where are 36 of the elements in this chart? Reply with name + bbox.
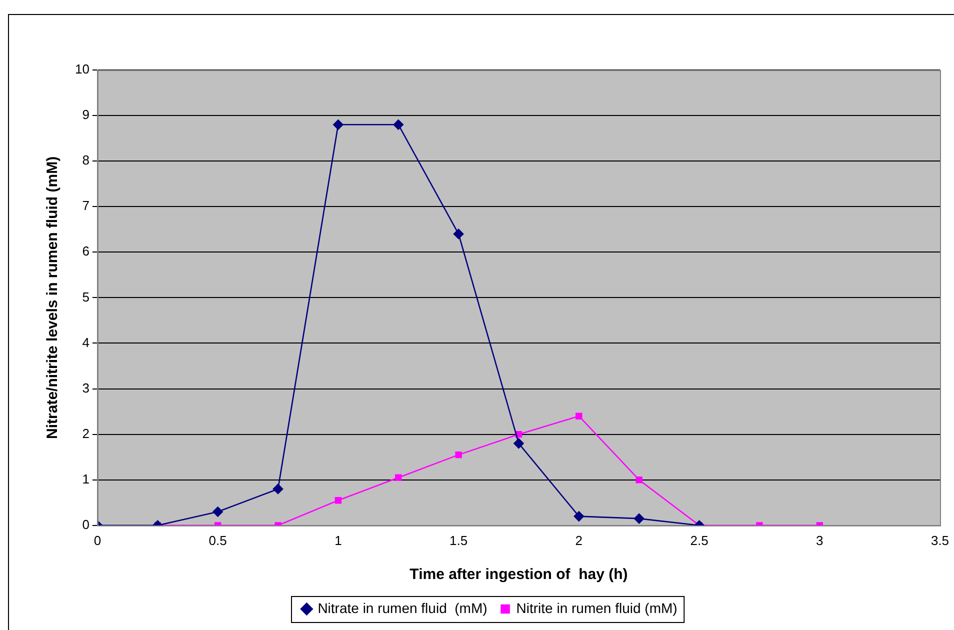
x-tick-label: 0.5 — [208, 532, 227, 548]
point — [212, 506, 223, 517]
point — [634, 513, 644, 524]
point — [455, 451, 462, 458]
legend-label: Nitrate in rumen fluid (mM) — [318, 600, 488, 616]
point — [395, 474, 402, 481]
y-tick-label: 2 — [82, 426, 90, 441]
x-tick-label: 2 — [575, 532, 583, 548]
point — [574, 511, 584, 522]
x-tick-label: 1 — [334, 532, 342, 548]
y-tick-label: 7 — [82, 198, 90, 214]
y-tick-label: 4 — [82, 334, 90, 350]
y-tick-label: 8 — [82, 152, 90, 168]
point — [576, 412, 582, 420]
x-tick-label: 2.5 — [690, 532, 708, 548]
point — [272, 484, 284, 494]
y-tick-label: 10 — [74, 62, 90, 77]
x-axis-title: Time after ingestion of hay (h) — [410, 566, 628, 584]
x-tick-label: 0 — [94, 532, 102, 548]
y-tick-label: 9 — [82, 107, 90, 122]
point — [453, 228, 464, 240]
y-tick-label: 5 — [82, 289, 90, 304]
x-tick-label: 1.5 — [450, 532, 468, 548]
point — [514, 438, 524, 449]
legend-label: Nitrite in rumen fluid (mM) — [516, 600, 678, 616]
point — [393, 120, 404, 130]
point — [334, 497, 342, 504]
y-tick-label: 0 — [82, 516, 90, 532]
y-tick-label: 3 — [82, 380, 90, 396]
point — [333, 120, 344, 130]
point — [636, 476, 642, 484]
y-tick-label: 6 — [82, 244, 90, 259]
x-tick-label: 3 — [816, 532, 824, 548]
y-axis-title: Nitrate/nitrite levels in rumen fluid (mM) — [44, 156, 62, 439]
x-tick-label: 3.5 — [930, 532, 950, 548]
y-tick-label: 1 — [82, 471, 90, 486]
